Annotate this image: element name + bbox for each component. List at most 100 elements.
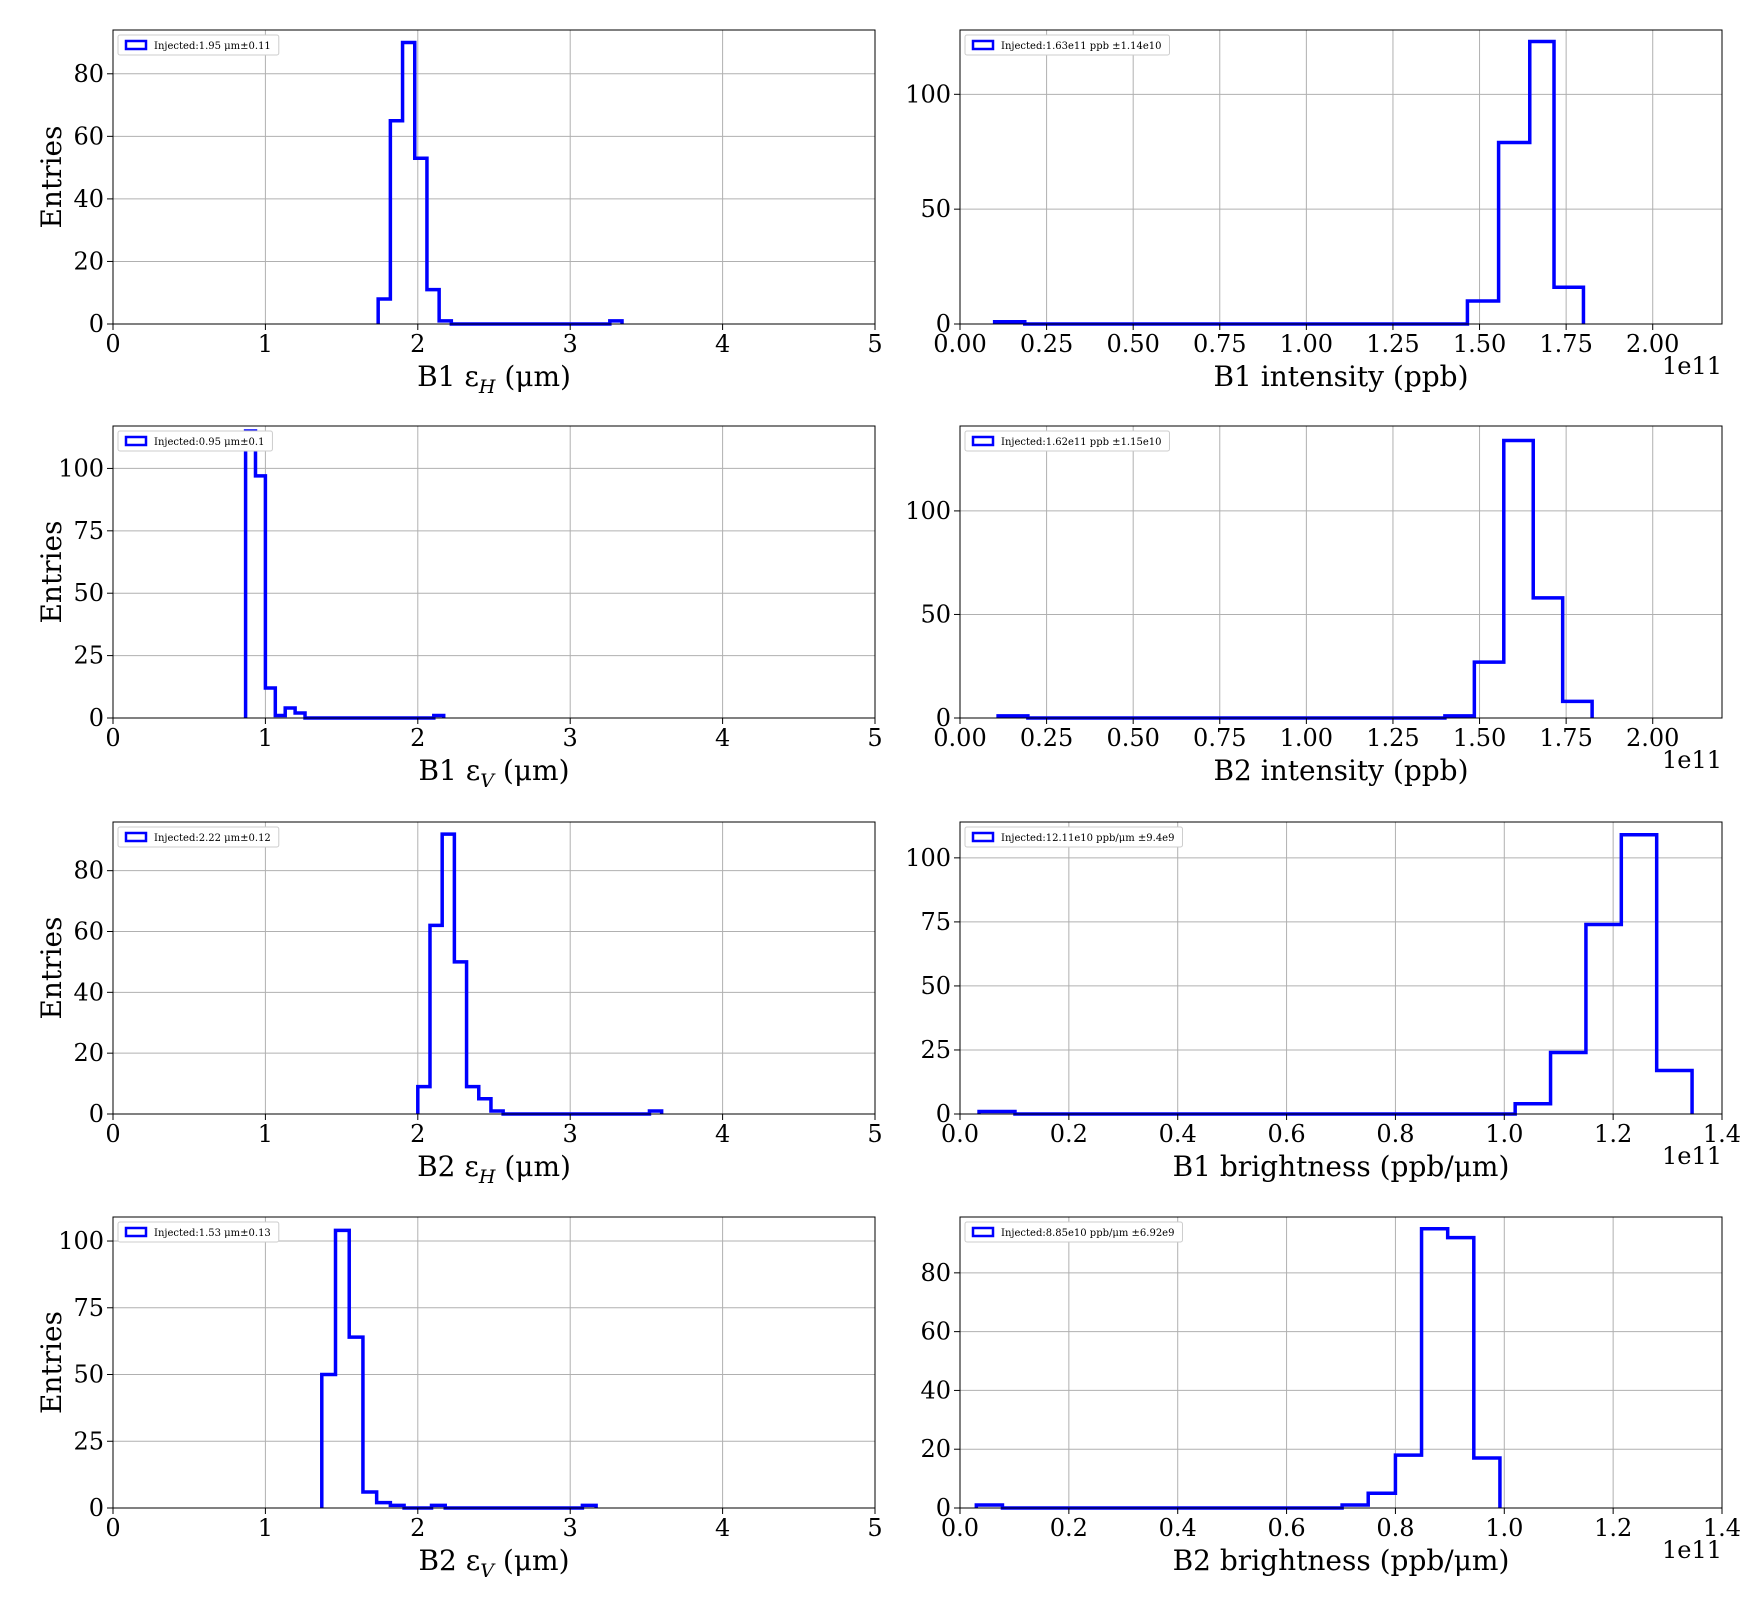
x-tick-label: 0.6 [1267,1120,1305,1148]
y-tick-label: 20 [920,1435,951,1463]
x-axis-label: B1 brightness (ppb/μm) [1173,1150,1510,1183]
histogram-panel-8: 0.0 0.2 0.4 0.6 0.8 1.0 1.2 1.4 0 20 40 60 80 B2 brig… [920,1216,1741,1577]
y-tick-label: 25 [73,642,104,670]
x-tick-label: 0.25 [1020,330,1073,358]
x-axis-label-sub: V [480,1560,496,1582]
x-tick-label: 0.8 [1376,1514,1414,1542]
x-tick-label: 0 [105,330,120,358]
plot-frame [959,821,1723,1115]
x-tick-label: 1.4 [1703,1514,1741,1542]
histogram-panel-5: 0 1 2 3 4 5 0 20 40 60 80 B2 εH (μm) Entries Injected… [35,821,883,1188]
y-tick-label: 100 [905,844,951,872]
x-tick-label: 1.4 [1703,1120,1741,1148]
y-tick-label: 50 [73,579,104,607]
x-axis-label: B2 εV (μm) [418,1544,569,1582]
x-axis-label-main: B2 ε [417,1150,479,1183]
x-tick-label: 2 [410,330,425,358]
x-axis-label: B2 brightness (ppb/μm) [1173,1544,1510,1577]
y-axis-label: Entries [35,916,68,1019]
x-axis-label: B1 εH (μm) [417,360,571,398]
x-tick-label: 0.25 [1020,724,1073,752]
x-tick-label: 1.2 [1594,1514,1632,1542]
x-tick-label: 1.0 [1485,1120,1523,1148]
legend-label: Injected:2.22 μm±0.12 [154,833,271,844]
legend-swatch [971,435,995,447]
x-tick-label: 1 [258,1120,273,1148]
x-axis-label-main: B2 intensity (ppb) [1213,754,1468,787]
x-tick-label: 0.50 [1106,330,1159,358]
legend-label: Injected:1.95 μm±0.11 [154,41,271,52]
x-tick-label: 1.0 [1485,1514,1523,1542]
legend-box [117,430,273,452]
x-tick-label: 0.0 [941,1514,979,1542]
legend-swatch [124,39,148,51]
x-tick-label: 0.00 [933,330,986,358]
legend-box [964,1221,1183,1243]
y-tick-label: 50 [920,195,951,223]
legend: Injected:2.22 μm±0.12 [117,826,280,848]
y-tick-label: 50 [73,1361,104,1389]
x-tick-label: 1.75 [1539,724,1592,752]
legend-label: Injected:1.63e11 ppb ±1.14e10 [1001,41,1161,52]
x-tick-label: 0.50 [1106,724,1159,752]
x-tick-label: 5 [867,1120,882,1148]
plot-frame [112,425,876,719]
legend: Injected:1.63e11 ppb ±1.14e10 [964,34,1170,56]
y-tick-label: 25 [73,1427,104,1455]
x-axis-label-unit: (μm) [495,1150,571,1183]
y-tick-label: 20 [73,1039,104,1067]
x-axis-label-main: B1 brightness (ppb/μm) [1173,1150,1510,1183]
x-tick-label: 0.75 [1193,724,1246,752]
x-axis-label-unit: (μm) [495,360,571,393]
x-tick-label: 0.75 [1193,330,1246,358]
legend-swatch [124,831,148,843]
legend-box [117,34,280,56]
y-tick-label: 0 [936,704,951,732]
x-tick-label: 3 [563,1514,578,1542]
plot-frame [112,29,876,325]
histogram-series [416,832,664,1116]
histogram-series [977,833,1694,1116]
legend-swatch [971,1226,995,1238]
x-tick-label: 0 [105,1120,120,1148]
x-tick-label: 0.00 [933,724,986,752]
legend-box [117,1221,280,1243]
y-tick-label: 0 [936,1494,951,1522]
y-tick-label: 0 [89,310,104,338]
x-axis-multiplier: 1e11 [1662,746,1722,774]
x-axis-multiplier: 1e11 [1662,1536,1722,1564]
x-tick-label: 1.50 [1453,724,1506,752]
x-axis-label-main: B1 ε [417,360,479,393]
x-tick-label: 1.2 [1594,1120,1632,1148]
x-tick-label: 5 [867,1514,882,1542]
x-tick-label: 5 [867,724,882,752]
legend: Injected:1.62e11 ppb ±1.15e10 [964,430,1170,452]
x-axis-label-sub: H [478,376,496,398]
x-axis-label: B1 εV (μm) [418,754,569,792]
y-tick-label: 75 [73,517,104,545]
x-tick-label: 1 [258,330,273,358]
plot-frame [959,1216,1723,1509]
x-tick-label: 4 [715,1120,730,1148]
x-tick-label: 1.25 [1366,724,1419,752]
histogram-panel-2: 0.00 0.25 0.50 0.75 1.00 1.25 1.50 1.75 2.00 0 50 1… [905,29,1723,393]
x-tick-label: 0.2 [1050,1120,1088,1148]
x-axis-label-main: B1 intensity (ppb) [1213,360,1468,393]
histogram-series [974,1227,1502,1510]
y-tick-label: 20 [73,247,104,275]
plot-frame [112,821,876,1115]
x-tick-label: 2.00 [1626,724,1679,752]
histogram-panel-4: 0.00 0.25 0.50 0.75 1.00 1.25 1.50 1.75 2.00 0 50 1… [905,425,1723,787]
histogram-series [320,1228,598,1510]
y-tick-label: 60 [920,1318,951,1346]
x-axis-label-main: B2 ε [418,1544,480,1577]
x-tick-label: 4 [715,330,730,358]
y-tick-label: 0 [936,1100,951,1128]
y-tick-label: 100 [58,454,104,482]
y-tick-label: 100 [905,497,951,525]
x-axis-label: B1 intensity (ppb) [1213,360,1468,393]
legend-label: Injected:8.85e10 ppb/μm ±6.92e9 [1001,1228,1174,1239]
y-tick-label: 40 [920,1376,951,1404]
